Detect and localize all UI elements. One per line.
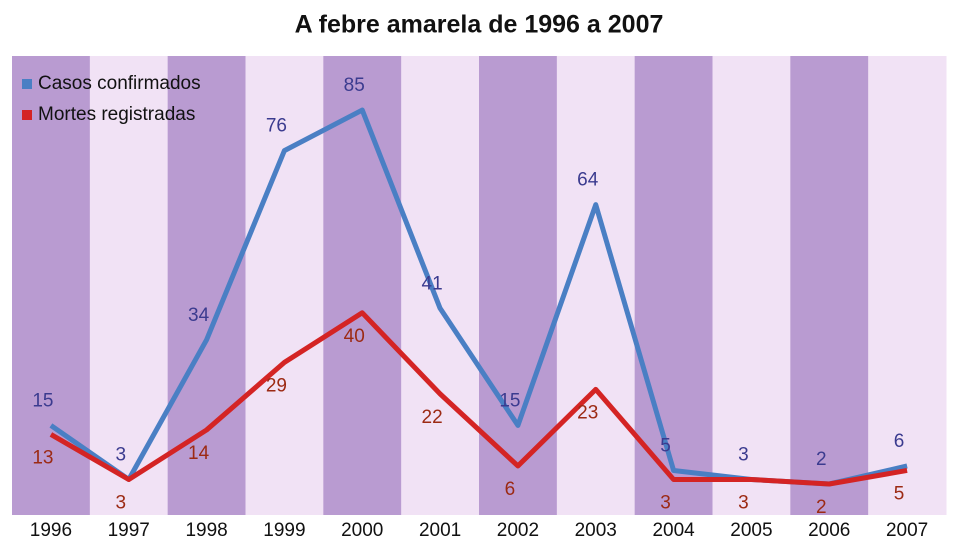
data-label: 6 bbox=[505, 479, 516, 500]
data-label: 29 bbox=[266, 375, 287, 396]
legend-label: Casos confirmados bbox=[38, 73, 201, 94]
legend-swatch bbox=[22, 110, 32, 120]
data-label: 2 bbox=[816, 497, 827, 518]
x-tick-label: 2005 bbox=[730, 520, 772, 541]
stripe bbox=[167, 56, 246, 515]
legend-swatch bbox=[22, 79, 32, 89]
data-label: 2 bbox=[816, 449, 827, 470]
stripe bbox=[12, 56, 91, 515]
x-tick-label: 2002 bbox=[497, 520, 539, 541]
x-tick-label: 1999 bbox=[263, 520, 305, 541]
stripe bbox=[868, 56, 947, 515]
data-label: 41 bbox=[422, 273, 443, 294]
data-label: 34 bbox=[188, 305, 210, 326]
x-tick-label: 1997 bbox=[108, 520, 150, 541]
stripe bbox=[790, 56, 869, 515]
legend-label: Mortes registradas bbox=[38, 104, 195, 125]
stripe bbox=[401, 56, 480, 515]
data-label: 5 bbox=[660, 435, 671, 456]
stripe bbox=[634, 56, 713, 515]
data-label: 76 bbox=[266, 116, 287, 137]
data-label: 3 bbox=[738, 445, 749, 466]
data-label: 6 bbox=[894, 431, 905, 452]
data-label: 3 bbox=[738, 493, 749, 514]
data-label: 64 bbox=[577, 170, 599, 191]
data-label: 3 bbox=[115, 445, 126, 466]
data-label: 5 bbox=[894, 483, 905, 504]
x-tick-label: 2007 bbox=[886, 520, 928, 541]
data-label: 85 bbox=[344, 75, 365, 96]
series-line bbox=[49, 310, 908, 487]
data-label: 23 bbox=[577, 402, 598, 423]
x-tick-label: 2006 bbox=[808, 520, 850, 541]
data-label: 22 bbox=[422, 407, 443, 428]
x-tick-label: 2001 bbox=[419, 520, 461, 541]
x-tick-label: 2004 bbox=[652, 520, 695, 541]
stripe bbox=[245, 56, 324, 515]
x-tick-label: 2000 bbox=[341, 520, 383, 541]
data-label: 40 bbox=[344, 326, 365, 347]
data-label: 13 bbox=[32, 447, 53, 468]
data-label: 14 bbox=[188, 443, 210, 464]
chart-title: A febre amarela de 1996 a 2007 bbox=[295, 11, 664, 39]
stripe bbox=[712, 56, 791, 515]
data-label: 15 bbox=[32, 390, 53, 411]
stripe bbox=[89, 56, 169, 515]
data-label: 15 bbox=[499, 390, 520, 411]
x-tick-label: 2003 bbox=[575, 520, 617, 541]
stripe bbox=[479, 56, 558, 515]
data-label: 3 bbox=[115, 493, 126, 514]
data-label: 3 bbox=[660, 493, 671, 514]
x-tick-label: 1998 bbox=[185, 520, 227, 541]
x-tick-label: 1996 bbox=[30, 520, 72, 541]
stripe bbox=[323, 56, 402, 515]
